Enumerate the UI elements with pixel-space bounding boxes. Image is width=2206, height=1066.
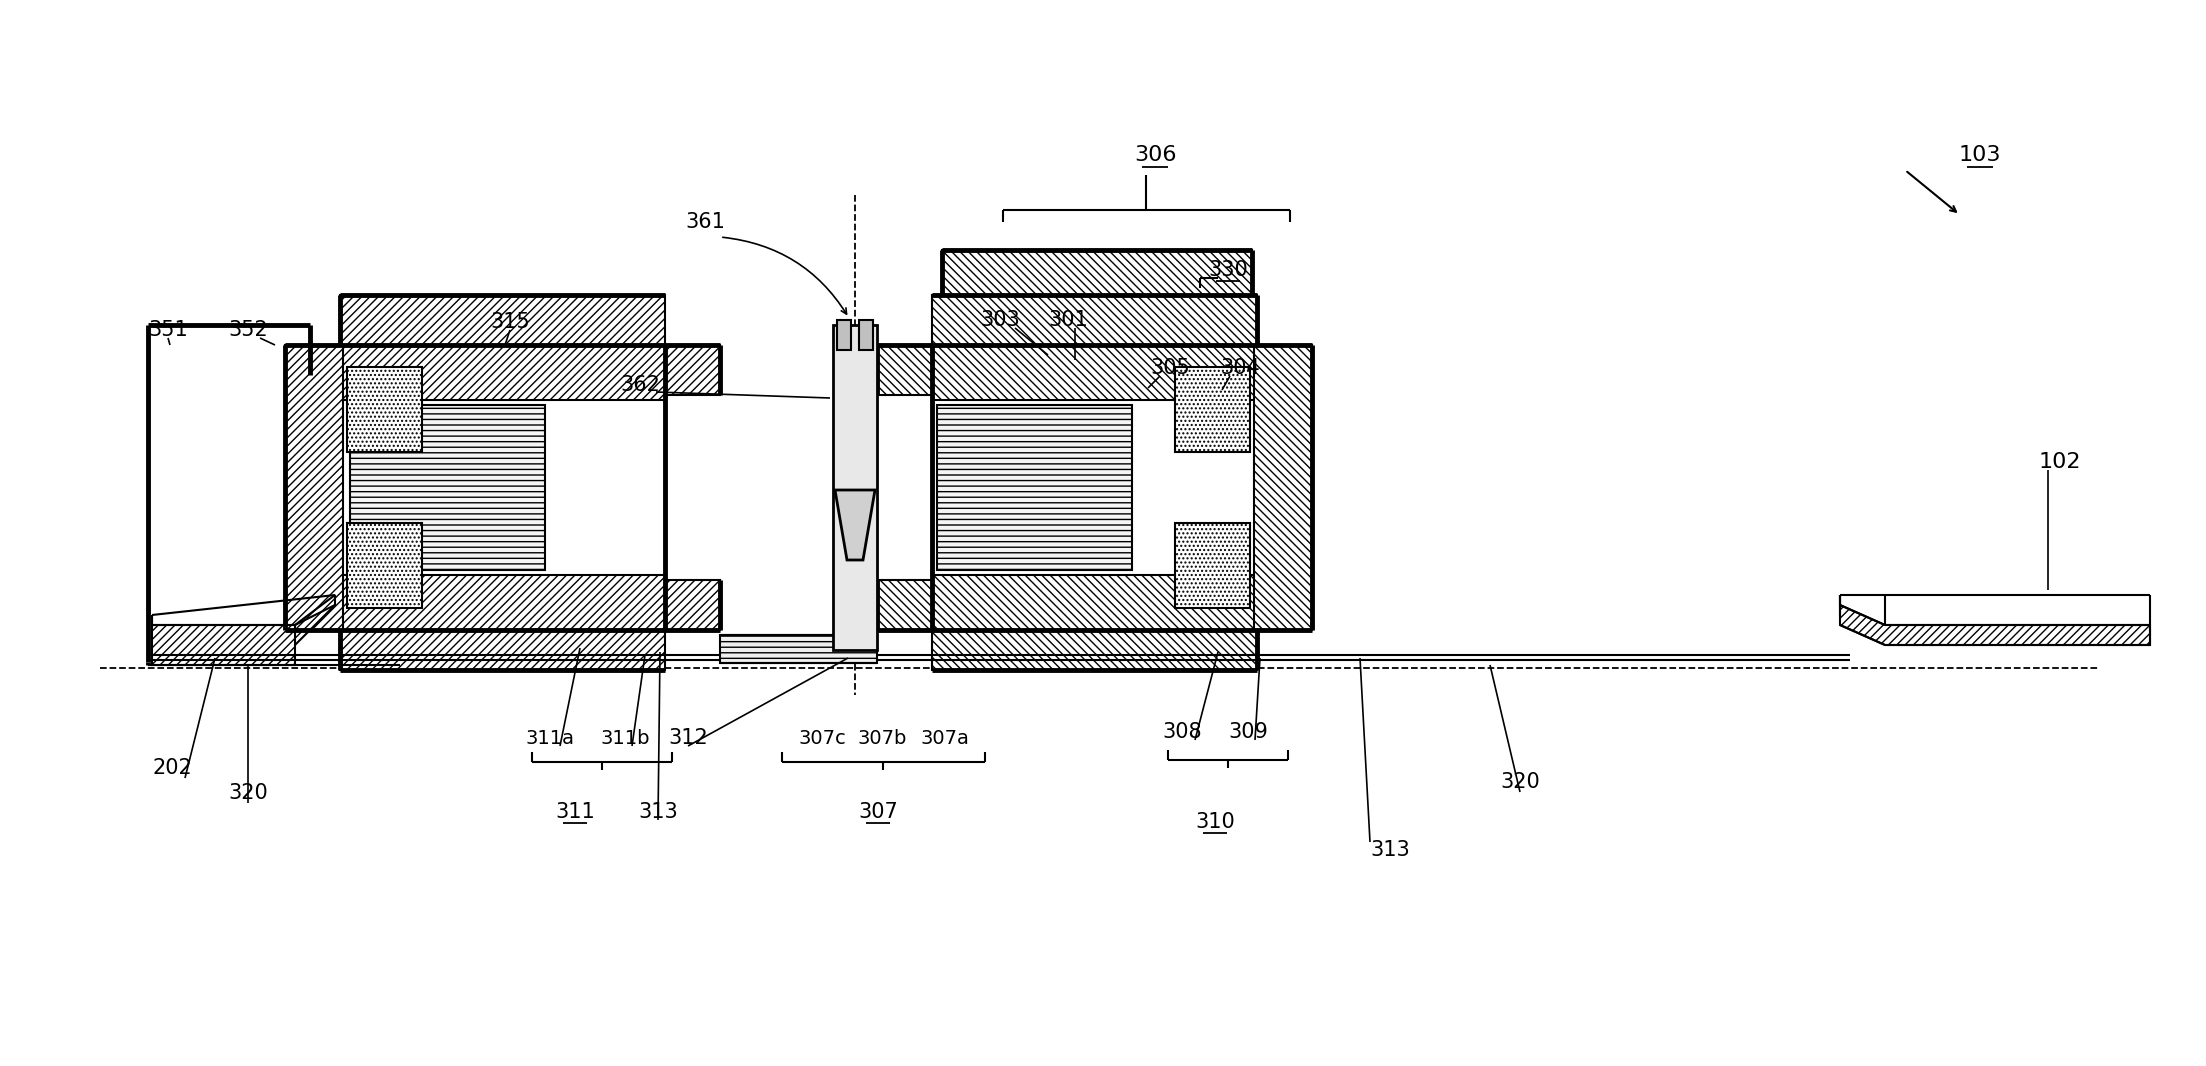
Text: 315: 315	[490, 312, 529, 332]
Text: 313: 313	[1370, 840, 1410, 860]
Text: 202: 202	[152, 758, 192, 778]
Text: 351: 351	[148, 320, 188, 340]
Bar	[346, 523, 421, 608]
Bar	[351, 405, 545, 570]
Bar	[664, 580, 719, 630]
Text: 352: 352	[227, 320, 267, 340]
Bar	[1176, 523, 1251, 608]
Bar	[942, 251, 1253, 295]
Bar	[931, 295, 1257, 345]
Text: 308: 308	[1163, 722, 1202, 742]
Bar	[1176, 367, 1251, 452]
Text: 102: 102	[2038, 452, 2080, 472]
Bar	[931, 575, 1313, 630]
Text: 307c: 307c	[799, 728, 845, 747]
Text: 320: 320	[1500, 772, 1540, 792]
Text: 305: 305	[1149, 358, 1189, 378]
Text: 307a: 307a	[920, 728, 968, 747]
Bar	[834, 325, 878, 650]
Bar	[1253, 345, 1313, 630]
Text: 313: 313	[638, 802, 677, 822]
Bar	[340, 630, 664, 671]
Polygon shape	[152, 595, 335, 665]
Text: 311a: 311a	[525, 728, 574, 747]
Bar	[931, 345, 1313, 400]
Text: 320: 320	[227, 784, 267, 803]
Text: 310: 310	[1196, 812, 1235, 831]
Bar	[878, 345, 931, 395]
Text: 304: 304	[1220, 358, 1260, 378]
Text: 362: 362	[620, 375, 660, 395]
Bar	[836, 320, 852, 350]
Bar	[664, 345, 719, 395]
Text: 103: 103	[1959, 145, 2001, 165]
Text: 303: 303	[979, 310, 1019, 330]
Text: 301: 301	[1048, 310, 1088, 330]
Text: 312: 312	[668, 728, 708, 748]
Polygon shape	[836, 490, 876, 560]
Bar	[285, 345, 664, 400]
Bar	[340, 295, 664, 345]
Bar	[719, 635, 878, 663]
Text: 306: 306	[1134, 145, 1176, 165]
Text: 307: 307	[858, 802, 898, 822]
Text: 307b: 307b	[858, 728, 907, 747]
Polygon shape	[1840, 595, 2151, 645]
Bar	[858, 320, 874, 350]
Bar	[931, 630, 1257, 671]
Text: 361: 361	[686, 212, 726, 232]
Text: 309: 309	[1229, 722, 1268, 742]
Bar	[878, 580, 931, 630]
Bar	[938, 405, 1132, 570]
Bar	[346, 367, 421, 452]
Text: 311b: 311b	[600, 728, 651, 747]
Text: 330: 330	[1209, 260, 1249, 280]
Bar	[285, 345, 342, 630]
Bar	[285, 575, 664, 630]
Text: 311: 311	[556, 802, 596, 822]
